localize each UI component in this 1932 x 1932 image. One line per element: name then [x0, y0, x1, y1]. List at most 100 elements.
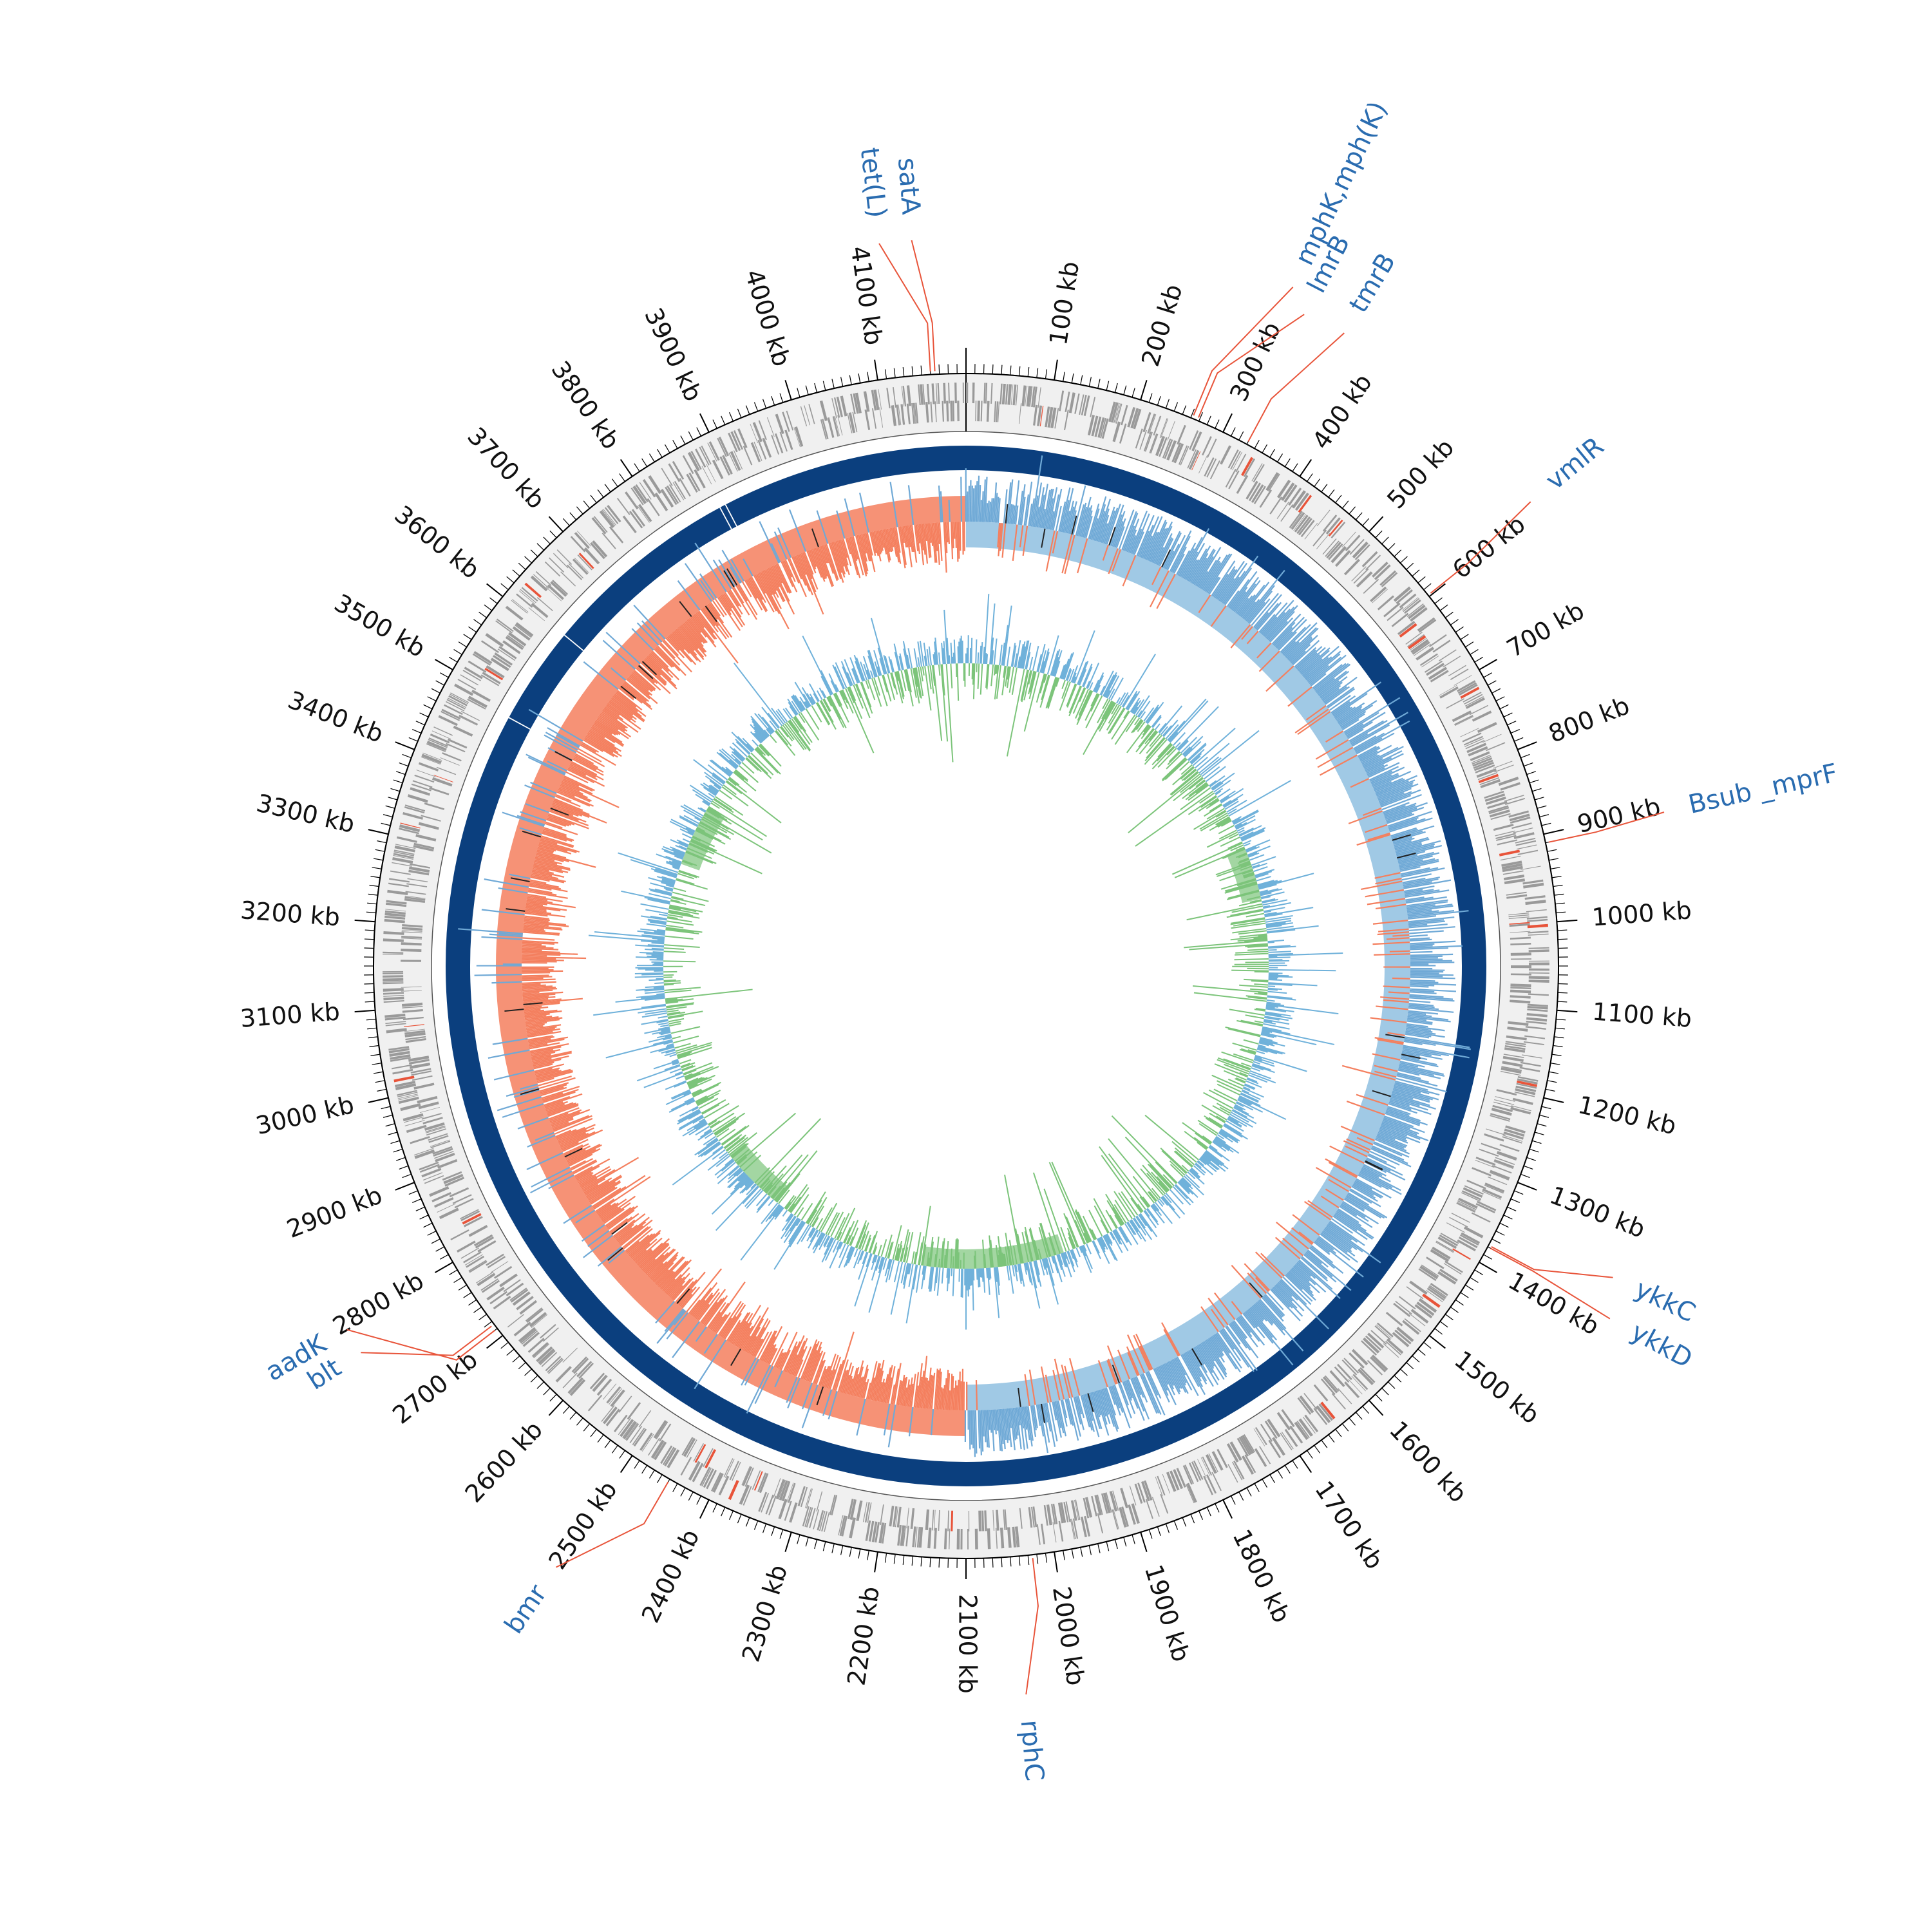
gene-feature [1490, 1115, 1510, 1122]
gene-feature [1344, 558, 1360, 576]
skew-bar [1307, 1200, 1333, 1218]
gc-bar [1268, 974, 1289, 977]
skew-bar [688, 1299, 701, 1314]
skew-bar [876, 530, 883, 553]
skew-bar [1290, 643, 1311, 663]
gene-feature [463, 1251, 482, 1264]
skew-bar [1406, 904, 1453, 911]
gc-bar [677, 1108, 700, 1122]
gene-feature [1012, 1526, 1017, 1548]
skew-bar [824, 544, 838, 582]
gc-bar [1260, 888, 1283, 895]
gene-feature [1253, 464, 1265, 483]
skew-bar [1389, 817, 1433, 833]
gc-bar [960, 1268, 963, 1298]
gc-bar [1245, 995, 1267, 999]
gene-feature [1352, 1374, 1368, 1390]
gc-bar [1045, 676, 1057, 709]
gc-bar [902, 1263, 909, 1285]
gc-bar [696, 1097, 709, 1104]
skew-bar [1356, 1178, 1392, 1199]
gene-feature [1508, 916, 1530, 920]
skew-bar [930, 523, 934, 546]
gc-bar [1099, 1237, 1106, 1250]
skew-bar [551, 1117, 574, 1127]
skew-bar [629, 1233, 656, 1256]
minor-tick [1394, 549, 1402, 557]
skew-bar [1329, 1220, 1365, 1246]
gene-feature [1489, 1172, 1509, 1181]
gene-feature [616, 497, 630, 515]
skew-bar [802, 1343, 817, 1380]
gene-feature [1418, 619, 1437, 633]
skew-bar [1067, 1398, 1079, 1441]
skew-bar [538, 1075, 572, 1086]
gc-bar [1074, 630, 1095, 684]
skew-bar [1136, 515, 1155, 556]
gc-bar [1262, 1026, 1282, 1032]
gene-feature [480, 1278, 498, 1291]
skew-bar [1208, 577, 1221, 595]
gene-feature [464, 667, 483, 679]
skew-bar [956, 522, 959, 562]
skew-bar [1410, 976, 1455, 980]
gc-bar [793, 1194, 810, 1216]
gc-bar [782, 1209, 788, 1217]
gc-bar [1237, 1099, 1264, 1113]
skew-bar [944, 522, 948, 554]
skew-bar [1164, 1362, 1181, 1392]
gc-bar [1061, 1253, 1068, 1268]
gene-feature [401, 929, 422, 932]
minor-tick [415, 721, 425, 726]
gc-bar [605, 1040, 673, 1059]
gc-bar [1113, 1229, 1121, 1240]
gc-bar [721, 1160, 735, 1172]
skew-bar [1142, 516, 1163, 560]
gc-bar [1222, 793, 1244, 808]
gene-feature [1068, 392, 1075, 413]
gene-feature [576, 1361, 592, 1378]
gc-bar [1028, 1262, 1041, 1309]
skew-bar [584, 1177, 612, 1195]
skew-bar [1123, 1381, 1132, 1401]
gc-bar [892, 1225, 902, 1260]
skew-bar [627, 1233, 653, 1256]
gene-feature [1495, 835, 1517, 841]
skew-bar [540, 838, 558, 845]
minor-tick [884, 1553, 887, 1563]
gc-bar [1204, 1115, 1223, 1128]
gc-bar [647, 944, 665, 947]
skew-bar [1389, 1099, 1410, 1106]
skew-bar [721, 594, 743, 628]
minor-tick [543, 536, 551, 545]
gene-feature [1528, 962, 1549, 965]
skew-bar [533, 863, 569, 873]
skew-bar [1288, 638, 1313, 661]
gene-feature [1281, 482, 1295, 501]
gene-feature [1443, 656, 1461, 668]
skew-bar [1405, 896, 1425, 901]
gc-bar [1245, 1014, 1265, 1019]
gc-bar [1232, 1108, 1248, 1118]
skew-bar [1097, 508, 1110, 542]
gc-bar [1177, 706, 1219, 750]
skew-bar [536, 1070, 573, 1081]
gc-bar [854, 1253, 873, 1307]
gene-feature [1173, 443, 1184, 464]
skew-bar [1183, 1353, 1204, 1388]
skew-bar [570, 1160, 586, 1170]
gc-bar [1146, 1208, 1159, 1226]
gc-bar [667, 1009, 679, 1013]
gc-bar [1211, 781, 1222, 790]
minor-tick [867, 1550, 869, 1560]
gc-bar [1060, 1226, 1070, 1251]
minor-tick [489, 597, 498, 604]
skew-bar [506, 908, 526, 912]
gc-bar [1230, 908, 1264, 916]
gene-feature [452, 1194, 472, 1204]
gene-feature [1424, 660, 1443, 673]
gc-bar [1250, 988, 1268, 991]
gene-feature [503, 1279, 521, 1293]
skew-bar [876, 1370, 884, 1402]
gc-bar [790, 1187, 810, 1213]
